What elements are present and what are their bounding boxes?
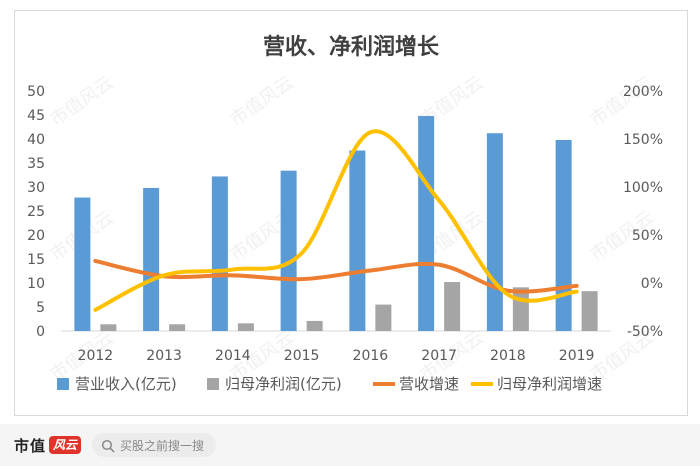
x-tick-label: 2016 [353,348,389,364]
watermark-text: 市值风云 [586,72,657,130]
legend-net-profit-growth-label: 归母净利润增速 [497,375,602,393]
y-left-tick-label: 20 [27,228,45,244]
bar-revenue [280,170,297,331]
y-left-tick-label: 30 [27,180,45,196]
brand-logo[interactable]: 市值 风云 [14,434,82,456]
bar-revenue [211,176,228,331]
legend-revenue-swatch [57,378,69,390]
bar-net-profit [237,323,254,331]
bar-net-profit [375,304,392,331]
bar-net-profit [169,324,186,331]
y-left-tick-label: 5 [36,300,45,316]
search-bar[interactable]: 买股之前搜一搜 [92,433,216,457]
y-left-tick-label: 10 [27,276,45,292]
y-left-tick-label: 45 [27,108,45,124]
x-tick-label: 2013 [146,348,182,364]
y-left-tick-label: 35 [27,156,45,172]
legend-net-profit-swatch [207,378,219,390]
bar-net-profit [306,320,323,331]
x-tick-label: 2017 [421,348,457,364]
bar-net-profit [581,291,598,331]
bar-net-profit [444,282,461,331]
brand-text: 市值 [14,436,47,455]
bar-revenue [349,150,366,331]
bar-revenue [143,187,160,331]
y-right-tick-label: 0% [641,276,663,292]
watermark-text: 市值风云 [46,72,117,130]
brand-badge: 风云 [49,436,82,454]
search-icon [101,438,115,453]
y-right-tick-label: -50% [627,324,663,340]
search-placeholder: 买股之前搜一搜 [120,438,205,453]
chart-container: 市值风云 市值风云 市值风云 市值风云 市值风云 市值风云 市值风云 市值风云 市值风云 市值风云… [14,10,688,416]
y-left-tick-label: 40 [27,132,45,148]
y-right-tick-label: 200% [623,84,663,100]
x-tick-label: 2012 [78,348,114,364]
y-right-tick-label: 50% [632,228,663,244]
y-left-tick-label: 15 [27,252,45,268]
chart-title: 营收、净利润增长 [263,34,440,60]
x-tick-label: 2015 [284,348,320,364]
y-left-tick-label: 0 [36,324,45,340]
legend-revenue-label: 营业收入(亿元) [75,375,177,393]
footer-bar: 市值 风云 买股之前搜一搜 [0,424,700,466]
watermark-text: 市值风云 [226,72,297,130]
y-left-tick-label: 25 [27,204,45,220]
bar-revenue [418,115,435,332]
y-left-tick-label: 50 [27,84,45,100]
x-tick-label: 2018 [490,348,526,364]
y-right-tick-label: 100% [623,180,663,196]
x-tick-label: 2014 [215,348,251,364]
bar-net-profit [100,324,117,331]
bar-revenue [74,197,91,331]
bar-revenue [555,139,572,331]
legend-net-profit-label: 归母净利润(亿元) [225,375,342,393]
bar-revenue [486,133,503,331]
x-tick-label: 2019 [559,348,595,364]
line-net-profit-growth [93,129,579,312]
legend-revenue-growth-label: 营收增速 [399,375,459,393]
y-right-tick-label: 150% [623,132,663,148]
bar-net-profit [512,287,529,331]
